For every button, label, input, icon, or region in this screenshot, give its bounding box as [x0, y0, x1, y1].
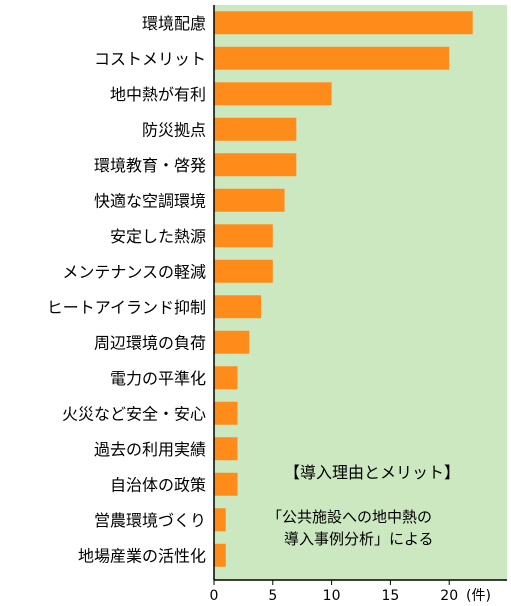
category-label-4: 防災拠点: [142, 120, 206, 139]
bar-7: [214, 224, 273, 248]
category-label-7: 安定した熱源: [110, 227, 206, 246]
category-label-13: 過去の利用実績: [94, 440, 206, 459]
bar-2: [214, 46, 450, 70]
category-label-8: メンテナンスの軽減: [62, 262, 206, 281]
x-tick-labels: 0 5 10 15 20: [210, 580, 458, 604]
category-label-11: 電力の平準化: [110, 369, 206, 388]
category-labels: 環境配慮コストメリット地中熱が有利防災拠点環境教育・啓発快適な空調環境安定した熱…: [47, 14, 206, 566]
category-label-12: 火災など安全・安心: [62, 404, 206, 423]
bar-13: [214, 437, 238, 461]
bar-6: [214, 188, 285, 212]
category-label-15: 営農環境づくり: [94, 511, 206, 530]
category-label-9: ヒートアイランド抑制: [47, 298, 206, 317]
category-label-14: 自治体の政策: [110, 475, 206, 494]
bar-11: [214, 366, 238, 390]
x-tick-label-15: 15: [381, 588, 399, 604]
category-label-1: 環境配慮: [142, 14, 206, 33]
category-label-2: コストメリット: [94, 49, 206, 68]
bar-9: [214, 295, 262, 319]
bars-group: [214, 11, 473, 567]
bar-10: [214, 330, 250, 354]
annotation-title: 【導入理由とメリット】: [284, 463, 460, 482]
annotation-source-line1: 「公共施設への地中熱の: [267, 508, 432, 526]
bar-5: [214, 153, 297, 177]
bar-1: [214, 11, 473, 35]
category-label-10: 周辺環境の負荷: [94, 333, 206, 352]
category-label-5: 環境教育・啓発: [94, 156, 206, 175]
bar-16: [214, 543, 226, 567]
category-label-16: 地場産業の活性化: [78, 546, 206, 565]
x-tick-label-5: 5: [268, 588, 277, 604]
bar-4: [214, 117, 297, 141]
bar-15: [214, 508, 226, 532]
bar-3: [214, 82, 332, 106]
x-unit-label: (件): [466, 588, 491, 604]
x-tick-label-20: 20: [440, 588, 458, 604]
bar-12: [214, 401, 238, 425]
x-tick-label-0: 0: [210, 588, 219, 604]
category-label-6: 快適な空調環境: [94, 191, 206, 210]
x-tick-label-10: 10: [323, 588, 341, 604]
category-label-3: 地中熱が有利: [110, 85, 206, 104]
bar-8: [214, 259, 273, 283]
bar-14: [214, 472, 238, 496]
annotation-source-line2: 導入事例分析」による: [284, 530, 434, 548]
